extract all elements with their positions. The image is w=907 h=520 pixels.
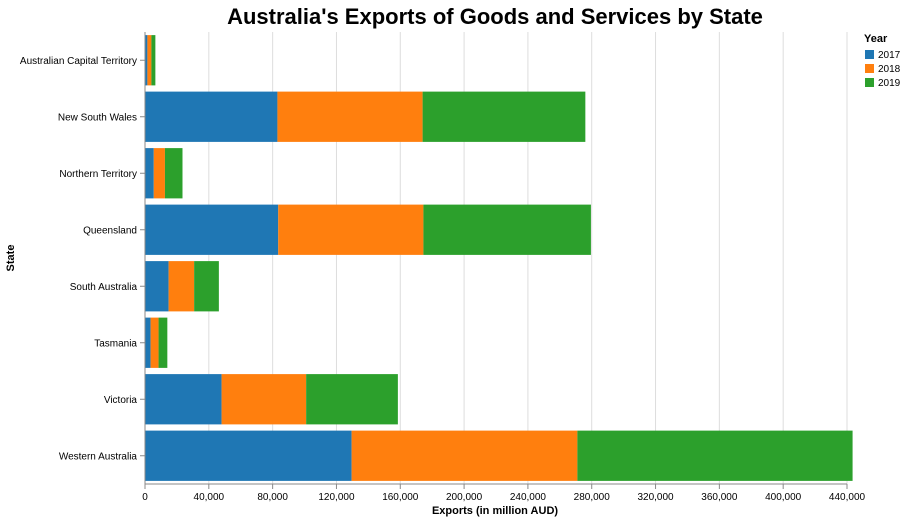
legend-swatch bbox=[865, 78, 874, 87]
y-tick-label: Western Australia bbox=[59, 451, 138, 462]
bar-segment bbox=[145, 317, 151, 368]
x-tick-label: 120,000 bbox=[318, 492, 355, 503]
x-tick-label: 240,000 bbox=[510, 492, 547, 503]
x-axis: 0 40,000 80,000 120,000 160,000 200,000 240,00… bbox=[142, 483, 866, 503]
bar-segment bbox=[306, 374, 398, 425]
bar-segment bbox=[150, 317, 159, 368]
bar-segment bbox=[164, 148, 183, 199]
bar-segment bbox=[278, 204, 424, 255]
legend-label: 2017 bbox=[878, 50, 901, 61]
bar-segment bbox=[351, 430, 578, 481]
bar-segment bbox=[145, 261, 169, 312]
x-tick-label: 440,000 bbox=[829, 492, 866, 503]
legend: Year 2017 2018 2019 bbox=[864, 33, 901, 89]
bars-layer bbox=[145, 35, 853, 481]
y-tick-label: New South Wales bbox=[58, 112, 137, 123]
y-tick-label: Northern Territory bbox=[59, 169, 137, 180]
x-tick-label: 200,000 bbox=[446, 492, 483, 503]
bar-segment bbox=[168, 261, 195, 312]
bar-segment bbox=[145, 204, 279, 255]
bar-segment bbox=[422, 91, 586, 142]
bar-segment bbox=[158, 317, 168, 368]
y-tick-label: Victoria bbox=[104, 395, 138, 406]
x-tick-label: 80,000 bbox=[257, 492, 288, 503]
bar-segment bbox=[194, 261, 219, 312]
y-tick-label: South Australia bbox=[70, 282, 138, 293]
bar-segment bbox=[221, 374, 307, 425]
legend-label: 2019 bbox=[878, 78, 901, 89]
bar-segment bbox=[153, 148, 165, 199]
y-axis: Australian Capital Territory New South Wa… bbox=[20, 32, 146, 484]
bar-segment bbox=[145, 148, 154, 199]
x-tick-label: 320,000 bbox=[637, 492, 674, 503]
legend-label: 2018 bbox=[878, 64, 901, 75]
x-tick-label: 360,000 bbox=[701, 492, 738, 503]
legend-swatch bbox=[865, 64, 874, 73]
x-axis-title: Exports (in million AUD) bbox=[432, 505, 558, 517]
bar-segment bbox=[151, 35, 156, 86]
x-tick-label: 40,000 bbox=[194, 492, 225, 503]
bar-segment bbox=[423, 204, 591, 255]
x-tick-label: 0 bbox=[142, 492, 148, 503]
legend-title: Year bbox=[864, 33, 888, 45]
y-tick-label: Australian Capital Territory bbox=[20, 56, 137, 67]
x-tick-label: 160,000 bbox=[382, 492, 419, 503]
bar-segment bbox=[145, 430, 352, 481]
bar-segment bbox=[577, 430, 853, 481]
bar-segment bbox=[147, 35, 152, 86]
chart-title: Australia's Exports of Goods and Service… bbox=[227, 4, 763, 29]
x-tick-label: 400,000 bbox=[765, 492, 802, 503]
x-tick-label: 280,000 bbox=[574, 492, 611, 503]
y-axis-title: State bbox=[5, 245, 17, 272]
bar-segment bbox=[277, 91, 423, 142]
legend-swatch bbox=[865, 50, 874, 59]
bar-segment bbox=[145, 35, 148, 86]
y-tick-label: Tasmania bbox=[94, 338, 137, 349]
y-tick-label: Queensland bbox=[83, 225, 137, 236]
bar-segment bbox=[145, 374, 222, 425]
bar-segment bbox=[145, 91, 278, 142]
